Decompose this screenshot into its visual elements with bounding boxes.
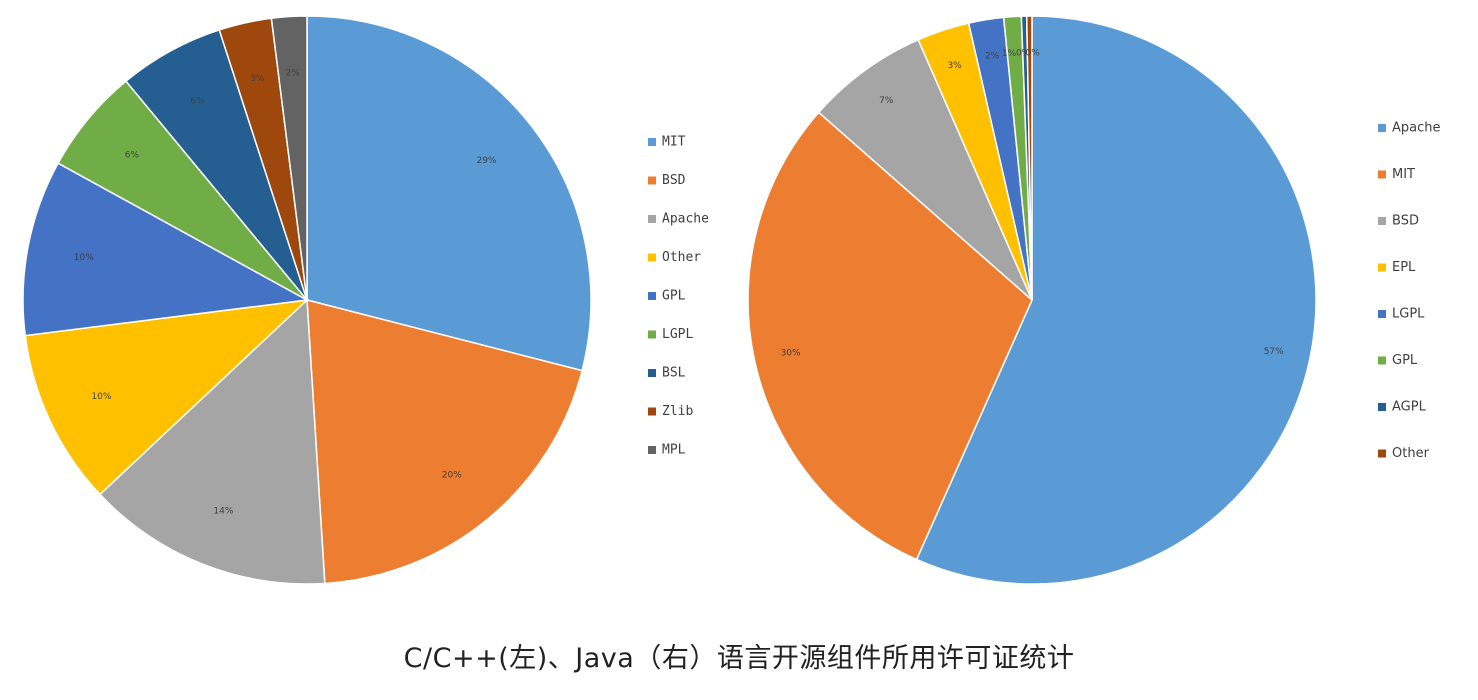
legend-swatch-left-lgpl	[648, 330, 656, 339]
legend-swatch-left-bsd	[648, 176, 656, 185]
legend-label-right-bsd: BSD	[1392, 214, 1419, 229]
legend-label-right-gpl: GPL	[1392, 353, 1418, 368]
legend-label-left-mpl: MPL	[662, 443, 686, 458]
legend-label-left-other: Other	[662, 250, 701, 265]
data-label-left-mit: 29%	[476, 156, 496, 166]
legend-right: Apache MIT BSD EPL LGPL GPL AGPL Other	[1378, 121, 1441, 461]
data-label-left-other: 10%	[91, 392, 111, 402]
data-label-right-apache: 57%	[1264, 347, 1284, 357]
legend-label-right-agpl: AGPL	[1392, 400, 1427, 415]
legend-swatch-right-agpl	[1378, 403, 1386, 411]
legend-label-right-other: Other	[1392, 446, 1430, 461]
pie-chart-right: 57%30%7%3%2% 1% 0%0%	[747, 15, 1317, 585]
data-label-right-gpl: 1%	[1002, 49, 1017, 59]
data-label-left-zlib: 3%	[250, 74, 265, 84]
legend-swatch-right-other	[1378, 449, 1386, 458]
legend-swatch-left-mit	[648, 138, 656, 146]
legend-label-left-bsd: BSD	[662, 173, 686, 188]
data-label-right-mit: 30%	[781, 348, 801, 358]
legend-swatch-left-mpl	[648, 446, 656, 454]
legend-swatch-right-gpl	[1378, 356, 1386, 365]
legend-swatch-left-zlib	[648, 407, 656, 416]
pie-slice-left-bsd	[306, 299, 583, 585]
legend-swatch-right-lgpl	[1378, 310, 1386, 318]
data-label-left-apache: 14%	[213, 507, 233, 517]
pie-slice-left-apache	[98, 298, 326, 585]
data-label-right-other: 0%	[1026, 48, 1041, 58]
pie-slice-left-other	[24, 298, 310, 496]
pie-slice-right-other	[1025, 15, 1033, 301]
pie-slice-left-mpl	[270, 15, 308, 301]
pie-slice-right-bsd	[817, 38, 1033, 301]
legend-swatch-right-bsd	[1378, 217, 1386, 225]
legend-swatch-left-other	[648, 253, 656, 262]
figure-caption: C/C++(左)、Java（右）语言开源组件所用许可证统计	[403, 643, 1075, 674]
legend-label-right-apache: Apache	[1392, 121, 1441, 136]
legend-label-left-lgpl: LGPL	[662, 327, 693, 342]
data-label-right-lgpl: 2%	[985, 52, 1000, 62]
data-label-left-bsl: 6%	[190, 96, 205, 106]
legend-swatch-left-bsl	[648, 369, 656, 377]
pie-slice-right-mit	[747, 111, 1033, 561]
legend-swatch-left-apache	[648, 215, 656, 223]
legend-swatch-right-mit	[1378, 170, 1386, 179]
data-label-right-bsd: 7%	[879, 96, 894, 106]
pie-slice-left-gpl	[22, 162, 310, 337]
legend-swatch-left-gpl	[648, 292, 656, 300]
data-label-left-bsd: 20%	[442, 471, 462, 481]
legend-label-left-mit: MIT	[662, 135, 686, 150]
pie-chart-left: 29% 20% 14% 10% 10% 6% 6% 3% 2%	[22, 15, 592, 585]
legend-label-left-bsl: BSL	[662, 366, 686, 381]
legend-label-left-zlib: Zlib	[662, 404, 693, 419]
legend-label-left-apache: Apache	[662, 212, 709, 227]
legend-swatch-right-apache	[1378, 124, 1386, 132]
pie-slice-left-mit	[306, 15, 592, 372]
data-label-left-lgpl: 6%	[125, 151, 140, 161]
legend-label-left-gpl: GPL	[662, 289, 686, 304]
data-label-left-gpl: 10%	[74, 253, 94, 263]
legend-left: MIT BSD Apache Other GPL LGPL BSL Zlib MPL	[648, 135, 709, 458]
legend-label-right-epl: EPL	[1392, 260, 1416, 275]
data-label-right-agpl: 0%	[1016, 49, 1031, 59]
pie-slice-right-apache	[915, 15, 1317, 585]
legend-swatch-right-epl	[1378, 263, 1386, 272]
data-label-right-epl: 3%	[947, 61, 962, 71]
legend-label-right-mit: MIT	[1392, 167, 1415, 182]
data-label-left-mpl: 2%	[286, 69, 301, 79]
legend-label-right-lgpl: LGPL	[1392, 307, 1425, 322]
